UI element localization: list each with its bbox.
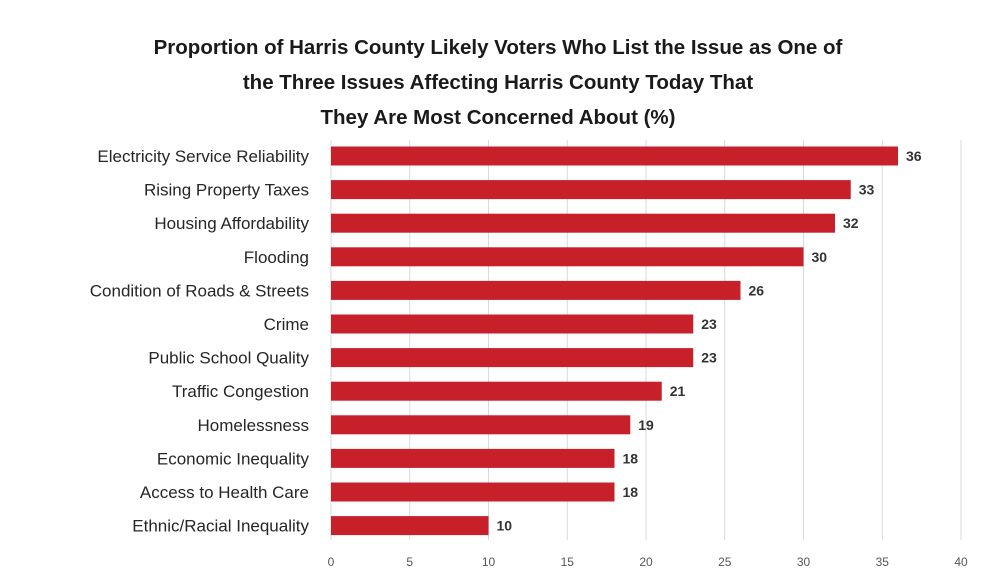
category-label-homelessness: Homelessness	[198, 416, 310, 435]
data-label-traffic-congestion: 21	[670, 383, 686, 399]
data-label-economic-inequality: 18	[623, 450, 639, 466]
data-label-flooding: 30	[812, 249, 828, 265]
chart-title-line-2: the Three Issues Affecting Harris County…	[242, 71, 754, 94]
data-label-crime: 23	[701, 316, 717, 332]
bar-housing-affordability	[331, 213, 835, 233]
x-tick-label-10: 10	[482, 555, 496, 569]
bar-ethnic-racial-inequality	[331, 516, 489, 536]
data-label-rising-property-taxes: 33	[859, 182, 875, 198]
x-tick-label-0: 0	[328, 555, 335, 569]
category-label-ethnic-racial-inequality: Ethnic/Racial Inequality	[132, 517, 309, 536]
category-label-flooding: Flooding	[244, 248, 309, 267]
x-tick-label-25: 25	[718, 555, 732, 569]
category-label-electricity-service-reliability: Electricity Service Reliability	[97, 147, 309, 166]
category-label-traffic-congestion: Traffic Congestion	[172, 382, 309, 401]
chart-title: Proportion of Harris County Likely Voter…	[0, 30, 996, 135]
category-label-condition-of-roads-streets: Condition of Roads & Streets	[90, 281, 309, 300]
data-labels: 36 33 32 30 26 23 23 21 19 18 18 10	[497, 148, 922, 534]
bar-public-school-quality	[331, 348, 694, 368]
data-label-ethnic-racial-inequality: 10	[497, 518, 513, 534]
x-tick-label-40: 40	[954, 555, 968, 569]
bars	[331, 146, 898, 536]
chart-title-line-3: They Are Most Concerned About (%)	[320, 106, 676, 129]
bar-condition-of-roads-streets	[331, 280, 741, 300]
category-labels: Electricity Service Reliability Rising Pr…	[90, 147, 310, 536]
category-label-access-to-health-care: Access to Health Care	[140, 483, 309, 502]
x-tick-label-5: 5	[406, 555, 413, 569]
category-label-crime: Crime	[264, 315, 309, 334]
x-axis-tick-labels: 0 5 10 15 20 25 30 35 40	[328, 555, 968, 569]
bar-electricity-service-reliability	[331, 146, 898, 166]
bar-flooding	[331, 247, 804, 267]
data-label-public-school-quality: 23	[701, 350, 717, 366]
category-label-economic-inequality: Economic Inequality	[157, 449, 310, 468]
data-label-housing-affordability: 32	[843, 215, 859, 231]
data-label-access-to-health-care: 18	[623, 484, 639, 500]
x-tick-label-35: 35	[876, 555, 890, 569]
x-tick-label-15: 15	[561, 555, 575, 569]
bar-access-to-health-care	[331, 482, 615, 502]
data-label-electricity-service-reliability: 36	[906, 148, 922, 164]
bar-traffic-congestion	[331, 381, 662, 401]
x-tick-label-30: 30	[797, 555, 811, 569]
chart-title-line-1: Proportion of Harris County Likely Voter…	[153, 36, 843, 59]
gridlines	[330, 140, 962, 540]
bar-crime	[331, 314, 694, 334]
category-label-public-school-quality: Public School Quality	[148, 349, 309, 368]
category-label-housing-affordability: Housing Affordability	[154, 214, 309, 233]
bar-rising-property-taxes	[331, 180, 851, 200]
x-tick-label-20: 20	[639, 555, 653, 569]
data-label-condition-of-roads-streets: 26	[749, 282, 765, 298]
data-label-homelessness: 19	[638, 417, 654, 433]
bar-homelessness	[331, 415, 631, 435]
category-label-rising-property-taxes: Rising Property Taxes	[144, 181, 309, 200]
bar-economic-inequality	[331, 448, 615, 468]
